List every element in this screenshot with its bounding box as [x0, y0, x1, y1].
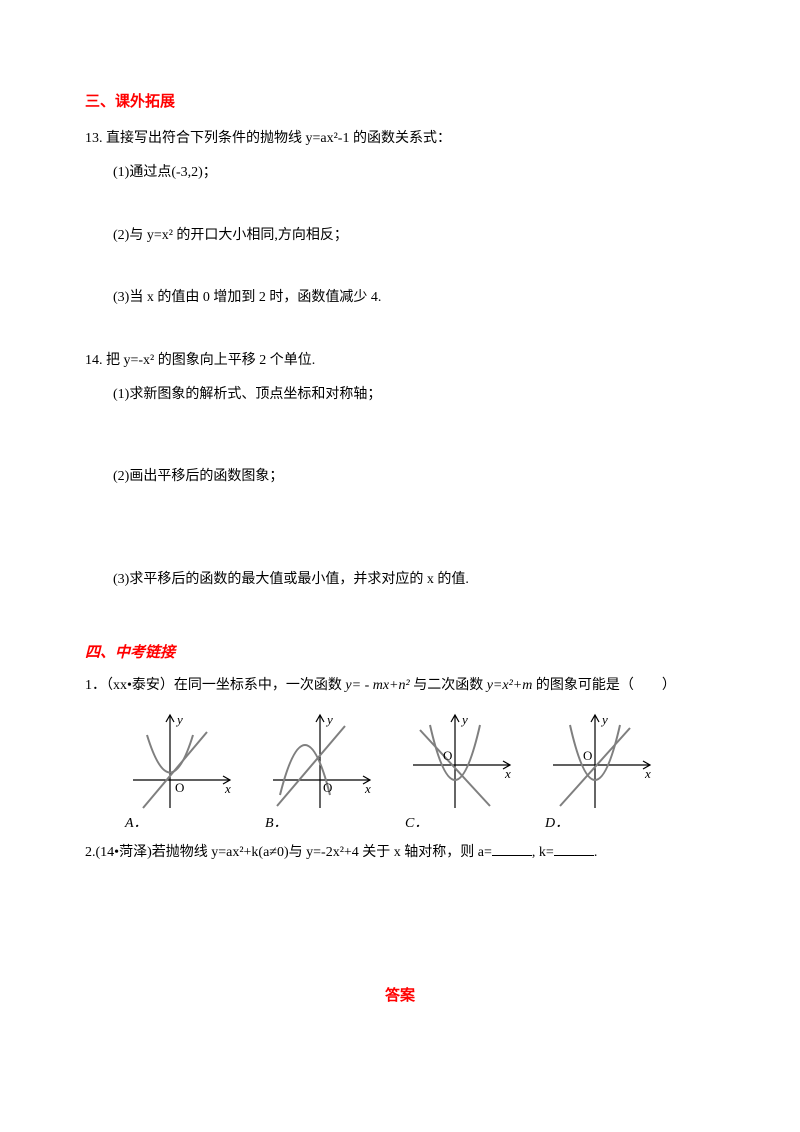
- q1-f1: y= - mx+n²: [345, 678, 409, 693]
- blank-k: [554, 841, 594, 856]
- blank-a: [492, 841, 532, 856]
- chart-B-olabel: O: [323, 780, 332, 795]
- answer-title: 答案: [85, 984, 715, 1008]
- q1-line: 1．（xx•泰安）在同一坐标系中，一次函数 y= - mx+n² 与二次函数 y…: [85, 675, 715, 697]
- chart-A-xlabel: x: [224, 781, 231, 796]
- q13-stem: 13. 直接写出符合下列条件的抛物线 y=ax²-1 的函数关系式：: [85, 128, 715, 150]
- chart-B-ylabel: y: [325, 712, 333, 727]
- chart-C: y x O: [405, 710, 520, 815]
- chart-A-olabel: O: [175, 780, 184, 795]
- chart-C-xlabel: x: [504, 766, 511, 781]
- section4-title: 四、中考链接: [85, 641, 715, 665]
- q2-suffix: .: [594, 845, 598, 860]
- q2-prefix: 2.(14•菏泽)若抛物线 y=ax²+k(a≠0)与 y=-2x²+4 关于 …: [85, 845, 492, 860]
- chart-D-label: D．: [545, 813, 569, 835]
- chart-D-cell: y x O D．: [545, 710, 660, 835]
- chart-D: y x O: [545, 710, 660, 815]
- chart-D-xlabel: x: [644, 766, 651, 781]
- chart-B-xlabel: x: [364, 781, 371, 796]
- q13-text: 13. 直接写出符合下列条件的抛物线 y=ax²-1 的函数关系式：: [85, 131, 451, 146]
- q13-p3: (3)当 x 的值由 0 增加到 2 时，函数值减少 4.: [85, 287, 715, 309]
- q2-mid: , k=: [532, 845, 554, 860]
- page: 三、课外拓展 13. 直接写出符合下列条件的抛物线 y=ax²-1 的函数关系式…: [0, 0, 800, 1132]
- chart-C-cell: y x O C．: [405, 710, 520, 835]
- chart-C-ylabel: y: [460, 712, 468, 727]
- section3-title: 三、课外拓展: [85, 90, 715, 114]
- q14-p2: (2)画出平移后的函数图象；: [85, 466, 715, 488]
- charts-row: y x O A． y x O B．: [85, 710, 715, 835]
- q14-stem: 14. 把 y=-x² 的图象向上平移 2 个单位.: [85, 350, 715, 372]
- q13-p2: (2)与 y=x² 的开口大小相同,方向相反；: [85, 225, 715, 247]
- q1-suffix: 的图象可能是（ ）: [532, 678, 676, 693]
- chart-C-olabel: O: [443, 748, 452, 763]
- q14-p1: (1)求新图象的解析式、顶点坐标和对称轴；: [85, 384, 715, 406]
- chart-A-ylabel: y: [175, 712, 183, 727]
- q2-line: 2.(14•菏泽)若抛物线 y=ax²+k(a≠0)与 y=-2x²+4 关于 …: [85, 841, 715, 864]
- q1-prefix: 1．（xx•泰安）在同一坐标系中，一次函数: [85, 678, 345, 693]
- chart-C-label: C．: [405, 813, 428, 835]
- chart-A-label: A．: [125, 813, 148, 835]
- chart-D-olabel: O: [583, 748, 592, 763]
- chart-B-cell: y x O B．: [265, 710, 380, 835]
- chart-B-label: B．: [265, 813, 288, 835]
- q1-mid: 与二次函数: [410, 678, 487, 693]
- chart-D-ylabel: y: [600, 712, 608, 727]
- chart-A: y x O: [125, 710, 240, 815]
- chart-B: y x O: [265, 710, 380, 815]
- chart-A-cell: y x O A．: [125, 710, 240, 835]
- q14-p3: (3)求平移后的函数的最大值或最小值，并求对应的 x 的值.: [85, 569, 715, 591]
- q1-f2: y=x²+m: [487, 678, 533, 693]
- q13-p1: (1)通过点(-3,2)；: [85, 162, 715, 184]
